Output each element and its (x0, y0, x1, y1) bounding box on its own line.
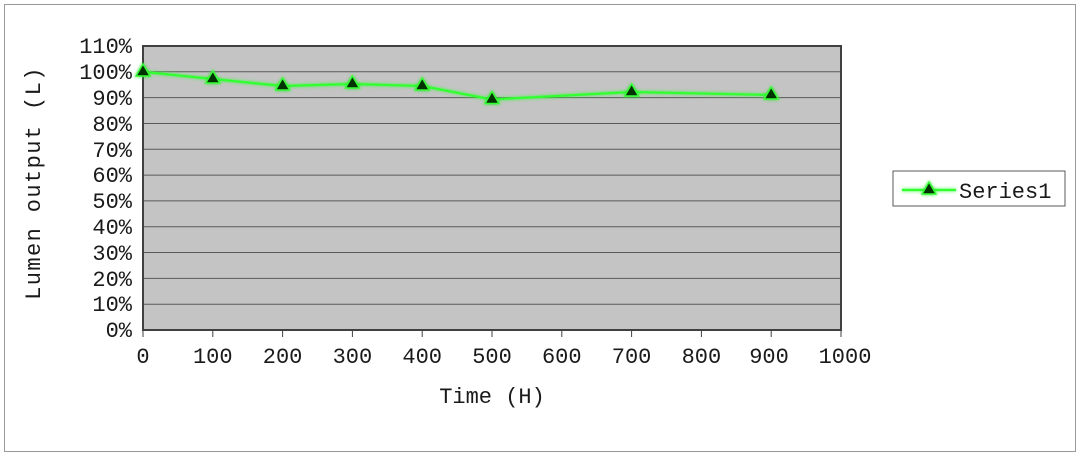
svg-text:80%: 80% (92, 113, 132, 138)
svg-text:100%: 100% (79, 61, 133, 86)
svg-text:900: 900 (749, 345, 789, 370)
svg-text:20%: 20% (92, 268, 132, 293)
svg-text:800: 800 (682, 345, 722, 370)
svg-text:500: 500 (472, 345, 512, 370)
svg-text:100: 100 (193, 345, 233, 370)
svg-text:10%: 10% (92, 293, 132, 318)
svg-text:400: 400 (402, 345, 442, 370)
svg-text:1000: 1000 (819, 345, 872, 370)
svg-text:60%: 60% (92, 164, 132, 189)
svg-text:70%: 70% (92, 139, 132, 164)
svg-text:700: 700 (612, 345, 652, 370)
svg-text:50%: 50% (92, 190, 132, 215)
svg-text:90%: 90% (92, 87, 132, 112)
svg-text:0%: 0% (106, 319, 133, 344)
svg-text:Series1: Series1 (959, 180, 1051, 205)
svg-text:200: 200 (263, 345, 303, 370)
svg-text:40%: 40% (92, 216, 132, 241)
svg-text:Lumen output (L): Lumen output (L) (22, 66, 47, 300)
svg-text:300: 300 (333, 345, 373, 370)
svg-text:Time (H): Time (H) (439, 385, 545, 410)
svg-text:600: 600 (542, 345, 582, 370)
svg-text:110%: 110% (79, 35, 133, 60)
svg-text:0: 0 (136, 345, 149, 370)
svg-text:30%: 30% (92, 242, 132, 267)
